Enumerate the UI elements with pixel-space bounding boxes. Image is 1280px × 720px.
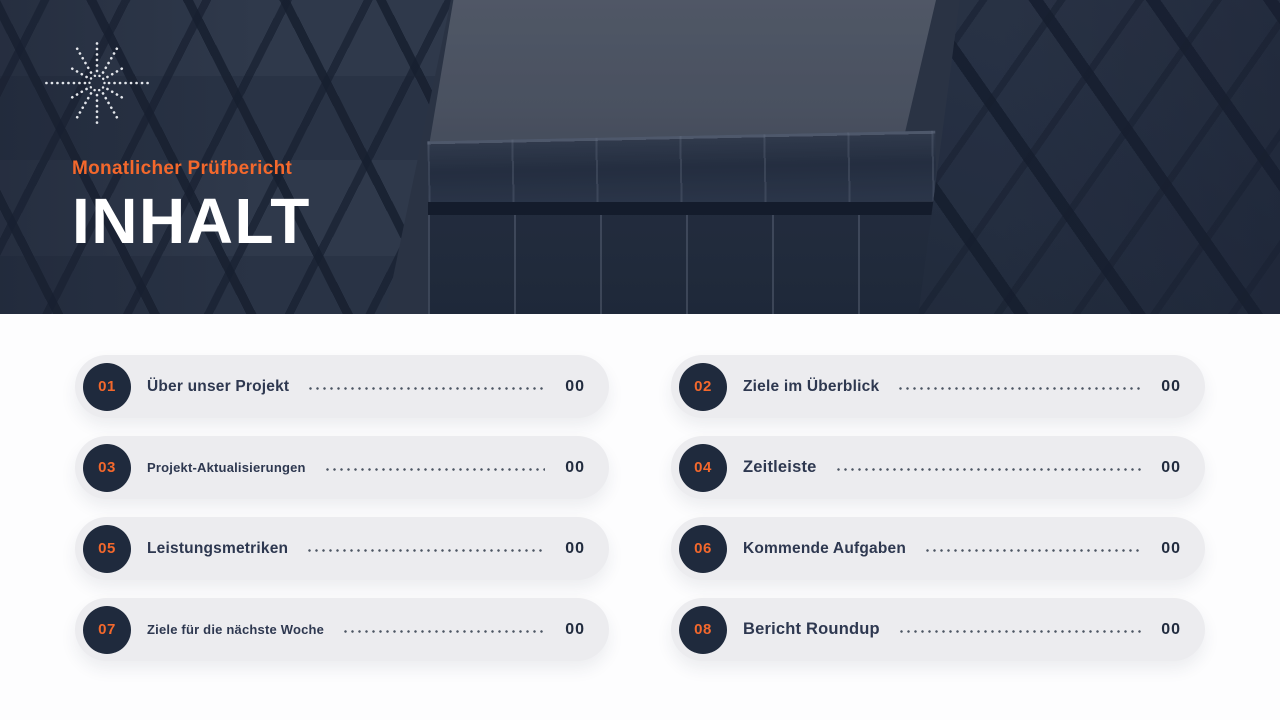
page-title: INHALT: [72, 185, 311, 257]
toc-item-number-badge: 03: [83, 443, 131, 492]
toc-item-number: 08: [694, 621, 712, 638]
toc-item-title: Ziele für die nächste Woche: [147, 622, 325, 637]
toc-item-page-number: 00: [1161, 539, 1181, 557]
toc-dotted-leader: [307, 387, 546, 390]
toc-item-number: 03: [98, 459, 116, 476]
toc-item-title: Bericht Roundup: [743, 620, 880, 638]
toc-item-number: 04: [694, 459, 712, 476]
table-of-contents: 01 Über unser Projekt 00 02 Ziele im Übe…: [75, 355, 1205, 661]
toc-item-title: Kommende Aufgaben: [743, 539, 907, 557]
toc-item-title: Projekt-Aktualisierungen: [147, 460, 306, 475]
toc-item-page-number: 00: [565, 458, 585, 476]
toc-item-number: 06: [694, 540, 712, 557]
toc-item-number-badge: 01: [83, 362, 131, 411]
toc-item[interactable]: 08 Bericht Roundup 00: [671, 598, 1205, 661]
toc-item-page-number: 00: [1161, 377, 1181, 395]
hero-photo-tower-left: [0, 0, 455, 314]
toc-item-page-number: 00: [565, 620, 585, 638]
toc-item-title: Über unser Projekt: [147, 377, 290, 395]
hero-photo-sky: [428, 0, 936, 152]
toc-item-page-number: 00: [565, 377, 585, 395]
toc-item-title: Leistungsmetriken: [147, 539, 289, 557]
toc-dotted-leader: [897, 387, 1142, 390]
toc-item-number: 07: [98, 621, 116, 638]
toc-item-number-badge: 04: [679, 443, 727, 492]
hero-text-block: Monatlicher Prüfbericht INHALT: [72, 158, 311, 253]
hero-photo-bridge: [427, 130, 937, 212]
toc-item[interactable]: 06 Kommende Aufgaben 00: [671, 517, 1205, 580]
toc-dotted-leader: [834, 468, 1142, 471]
toc-item-page-number: 00: [1161, 458, 1181, 476]
toc-item-number-badge: 07: [83, 605, 131, 654]
toc-item[interactable]: 05 Leistungsmetriken 00: [75, 517, 609, 580]
toc-item-title: Zeitleiste: [743, 458, 817, 476]
toc-item-number: 05: [98, 540, 116, 557]
toc-item-number-badge: 02: [679, 362, 727, 411]
toc-item[interactable]: 02 Ziele im Überblick 00: [671, 355, 1205, 418]
toc-dotted-leader: [897, 630, 1142, 633]
hero-photo-facade: [428, 202, 936, 314]
toc-item-number-badge: 05: [83, 524, 131, 573]
toc-dotted-leader: [323, 468, 546, 471]
toc-item[interactable]: 04 Zeitleiste 00: [671, 436, 1205, 499]
toc-item[interactable]: 01 Über unser Projekt 00: [75, 355, 609, 418]
toc-item-number: 02: [694, 378, 712, 395]
hero-photo-tower-right: [915, 0, 1280, 314]
toc-dotted-leader: [924, 549, 1142, 552]
toc-item-page-number: 00: [1161, 620, 1181, 638]
toc-item-title: Ziele im Überblick: [743, 377, 880, 395]
hero-header: Monatlicher Prüfbericht INHALT: [0, 0, 1280, 314]
toc-dotted-leader: [306, 549, 546, 552]
starburst-icon: [40, 39, 154, 127]
toc-dotted-leader: [342, 630, 546, 633]
report-eyebrow: Monatlicher Prüfbericht: [72, 158, 293, 179]
toc-item[interactable]: 07 Ziele für die nächste Woche 00: [75, 598, 609, 661]
toc-item-number-badge: 06: [679, 524, 727, 573]
toc-item-page-number: 00: [565, 539, 585, 557]
toc-item-number: 01: [98, 378, 116, 395]
toc-item[interactable]: 03 Projekt-Aktualisierungen 00: [75, 436, 609, 499]
toc-item-number-badge: 08: [679, 605, 727, 654]
